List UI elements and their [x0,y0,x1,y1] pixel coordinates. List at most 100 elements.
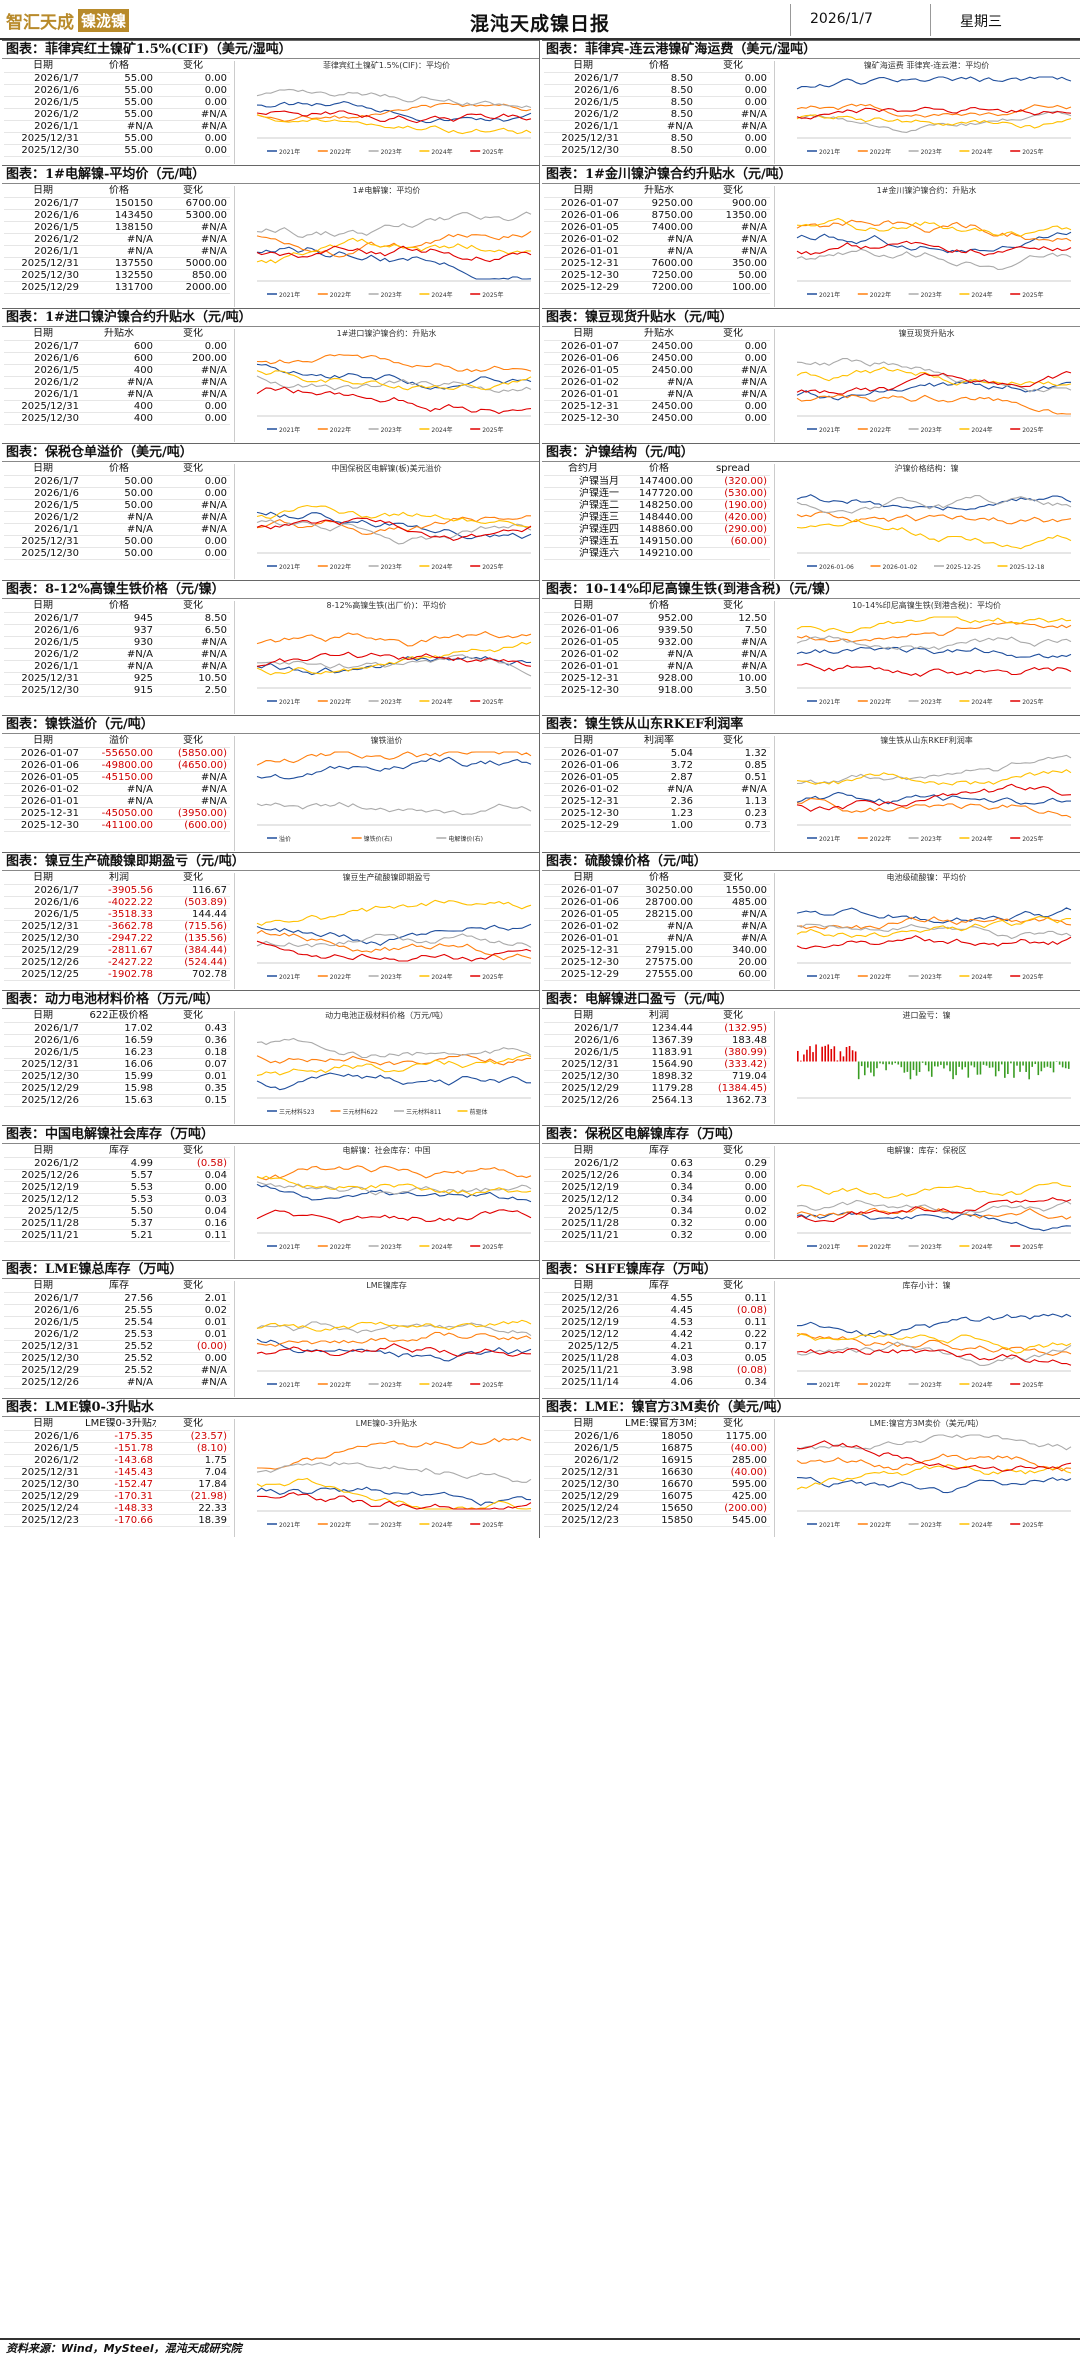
table-row: 2026/1/5 16.23 0.18 [4,1046,230,1059]
table-cell: 400 [82,412,156,425]
profit-bar [845,1047,848,1062]
series-line [796,1453,1072,1472]
table-cell: 2026/1/2 [544,108,622,121]
profit-bar [903,1061,906,1073]
table-cell: 0.16 [156,1217,230,1230]
data-table: 日期 升贴水 变化 2026-01-07 9250.00 900.00 2026-01-06… [544,185,770,294]
line-chart: LME镍库存 2021年 2022年 2023年 2024年 2025年 [234,1281,538,1397]
table-cell: 50.00 [696,269,770,282]
table-cell: #N/A [696,233,770,246]
table-cell: 1.00 [622,819,696,832]
chart-panel: 图表：镍豆现货升贴水（元/吨） 日期 升贴水 变化 2026-01-07 2450.00 0… [542,308,1080,443]
table-cell: 2026-01-02 [544,648,622,661]
legend-label: 2025年 [482,1521,503,1529]
table-cell: 0.29 [696,1157,770,1170]
table-cell: 8.50 [156,612,230,625]
series-line [256,751,532,766]
profit-bar [870,1061,872,1073]
table-cell: 2026/1/6 [4,1304,82,1317]
chart-title: 镍豆生产硫酸镍即期盈亏 [342,873,431,882]
table-cell: 148860.00 [622,523,696,536]
table-row: 沪镍连二 148250.00 (190.00) [544,499,770,512]
profit-bar [876,1061,878,1069]
table-row: 2026-01-06 939.50 7.50 [544,624,770,637]
line-chart: LME:镍官方3M卖价（美元/吨） 2021年 2022年 2023年 2024年 202… [774,1419,1078,1537]
profit-bar [952,1061,954,1080]
legend-label: 2025年 [482,426,503,434]
table-cell: -151.78 [82,1442,156,1455]
chart-panel: 图表：保税区电解镍库存（万吨） 日期 库存 变化 2026/1/2 0.63 0.29 202… [542,1125,1080,1260]
legend-label: 2021年 [819,835,840,843]
table-cell: #N/A [156,388,230,401]
table-cell: 2025/12/30 [4,1478,82,1491]
table-cell: 2025/12/23 [544,1514,622,1527]
table-cell: 900.00 [696,197,770,210]
chart-panel: 图表：电解镍进口盈亏（元/吨） 日期 利润 变化 2026/1/7 1234.44 (132… [542,990,1080,1125]
series-line [796,1347,1072,1366]
table-row: 2026/1/2 -143.68 1.75 [4,1454,230,1467]
table-cell: 0.35 [156,1082,230,1095]
table-row: 2026-01-07 30250.00 1550.00 [544,884,770,897]
legend-label: 2024年 [971,426,992,434]
table-cell: 0.85 [696,759,770,772]
table-cell: 937 [82,624,156,637]
series-line [796,219,1072,242]
chart-title: 镍豆现货升贴水 [898,329,955,338]
table-cell: #N/A [622,920,696,933]
panel-title: 图表：LME镍总库存（万吨） [2,1261,539,1279]
table-cell: 2025/12/26 [4,1376,82,1389]
table-cell: 2026/1/1 [4,523,82,536]
table-cell: (384.44) [156,944,230,957]
series-line [796,494,1072,514]
table-row: 2026/1/6 16.59 0.36 [4,1034,230,1047]
series-line [256,1165,532,1181]
table-cell: #N/A [156,648,230,661]
column-header: 变化 [156,735,230,748]
table-cell: 6.50 [156,624,230,637]
table-cell: 2026/1/6 [4,487,82,500]
column-header: 价格 [82,463,156,476]
chart-plot: 2021年 2022年 2023年 2024年 2025年 [256,899,532,981]
table-cell: 0.00 [696,352,770,365]
table-cell: 4.55 [622,1292,696,1305]
profit-bar [803,1054,805,1062]
table-cell: 2026-01-05 [544,636,622,649]
table-cell: 2026/1/1 [4,660,82,673]
series-line [796,1333,1072,1356]
chart-plot: 2021年 2022年 2023年 2024年 2025年 [796,76,1072,156]
column-header: 变化 [156,185,230,198]
series-line [796,935,1072,950]
table-cell: 27915.00 [622,944,696,957]
profit-bar [1046,1061,1049,1067]
table-header-row: 日期 622正极价格 变化 [4,1010,230,1023]
header-divider [930,4,931,36]
series-line [796,1211,1072,1232]
table-row: 2025-12-31 7600.00 350.00 [544,257,770,270]
column-header: 日期 [544,872,622,885]
table-cell: #N/A [156,636,230,649]
chart-plot: 2021年 2022年 2023年 2024年 2025年 [796,217,1072,299]
table-cell: 4.45 [622,1304,696,1317]
legend-label: 三元材料523 [279,1108,315,1116]
table-cell: 2025/12/12 [4,1193,82,1206]
table-header-row: 日期 价格 变化 [4,463,230,476]
column-header: 622正极价格 [82,1010,156,1023]
table-cell: -143.68 [82,1454,156,1467]
table-header-row: 日期 升贴水 变化 [544,328,770,341]
table-row: 2026-01-05 7400.00 #N/A [544,221,770,234]
chart-title: LME镍0-3升贴水 [355,1419,418,1428]
table-row: 沪镍连五 149150.00 (60.00) [544,535,770,548]
table-cell: 8.50 [622,72,696,85]
legend-label: 2024年 [971,698,992,706]
chart-title: 8-12%高镍生铁(出厂价)：平均价 [326,601,447,610]
table-cell: 2450.00 [622,352,696,365]
profit-bar [1049,1061,1052,1068]
legend-label: 2025年 [1022,148,1043,156]
profit-bar [906,1061,909,1072]
series-line [796,103,1072,118]
table-row: 2025/12/26 4.45 (0.08) [544,1304,770,1317]
legend-label: 2022年 [870,973,891,981]
series-line [796,231,1072,254]
table-row: 2026-01-07 2450.00 0.00 [544,340,770,353]
table-cell: 沪镍连四 [544,523,622,536]
